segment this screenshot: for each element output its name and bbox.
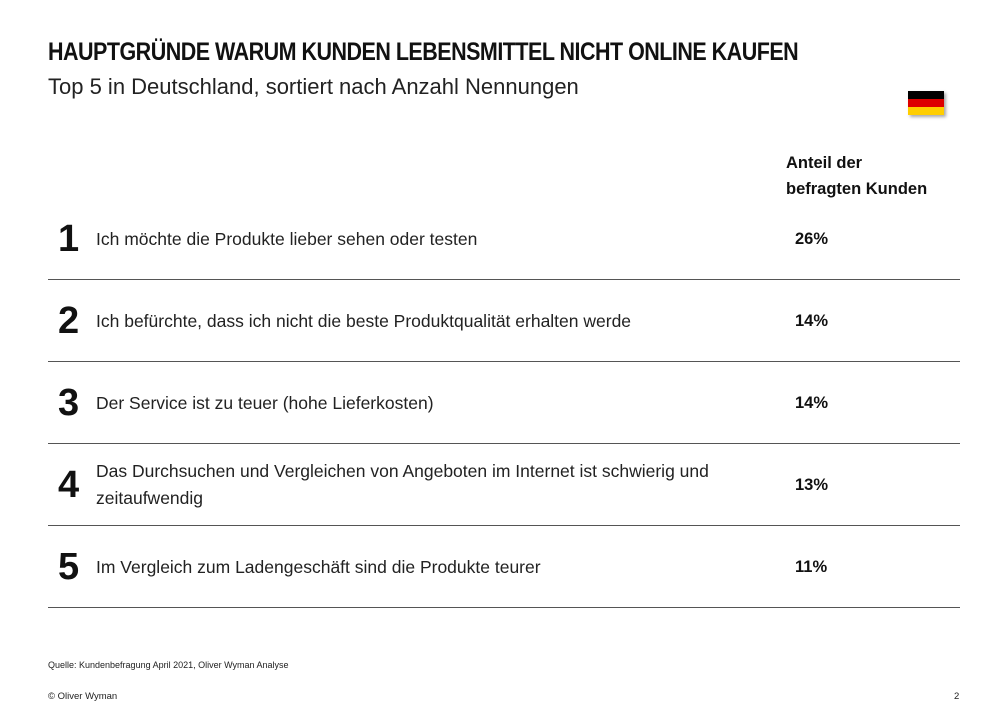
table-row: 3 Der Service ist zu teuer (hohe Lieferk… xyxy=(48,362,960,444)
rank-number: 3 xyxy=(58,381,80,424)
share-value: 11% xyxy=(795,557,828,576)
table-row: 1 Ich möchte die Produkte lieber sehen o… xyxy=(48,198,960,280)
reason-text: Das Durchsuchen und Vergleichen von Ange… xyxy=(96,461,709,508)
rank-number: 4 xyxy=(58,463,80,506)
share-value: 14% xyxy=(795,393,829,412)
share-column-header: Anteil der befragten Kunden xyxy=(786,150,927,202)
germany-flag-icon xyxy=(908,91,944,115)
table-row: 2 Ich befürchte, dass ich nicht die best… xyxy=(48,280,960,362)
reason-text: Ich möchte die Produkte lieber sehen ode… xyxy=(96,228,478,249)
flag-stripe-gold xyxy=(908,107,944,115)
share-value: 14% xyxy=(795,311,829,330)
copyright-notice: © Oliver Wyman xyxy=(48,691,118,702)
share-value: 26% xyxy=(795,229,829,248)
reason-text: Der Service ist zu teuer (hohe Lieferkos… xyxy=(96,392,434,413)
rank-number: 5 xyxy=(58,545,80,588)
share-column-header-line1: Anteil der xyxy=(786,154,863,172)
page-number: 2 xyxy=(954,691,960,702)
share-column-header-line2: befragten Kunden xyxy=(786,180,928,198)
reason-text: Ich befürchte, dass ich nicht die beste … xyxy=(96,310,632,331)
page-title: HAUPTGRÜNDE WARUM KUNDEN LEBENSMITTEL NI… xyxy=(48,38,799,66)
table-row: 4 Das Durchsuchen und Vergleichen von An… xyxy=(48,444,960,526)
flag-stripe-black xyxy=(908,91,944,99)
share-value: 13% xyxy=(795,475,829,494)
rank-number: 2 xyxy=(58,299,80,342)
source-note: Quelle: Kundenbefragung April 2021, Oliv… xyxy=(48,660,289,670)
flag-stripe-red xyxy=(908,99,944,107)
table-row: 5 Im Vergleich zum Ladengeschäft sind di… xyxy=(48,526,960,608)
page-subtitle: Top 5 in Deutschland, sortiert nach Anza… xyxy=(48,74,579,99)
reasons-table: 1 Ich möchte die Produkte lieber sehen o… xyxy=(48,198,960,608)
rank-number: 1 xyxy=(58,217,80,260)
reason-text: Im Vergleich zum Ladengeschäft sind die … xyxy=(96,556,541,577)
